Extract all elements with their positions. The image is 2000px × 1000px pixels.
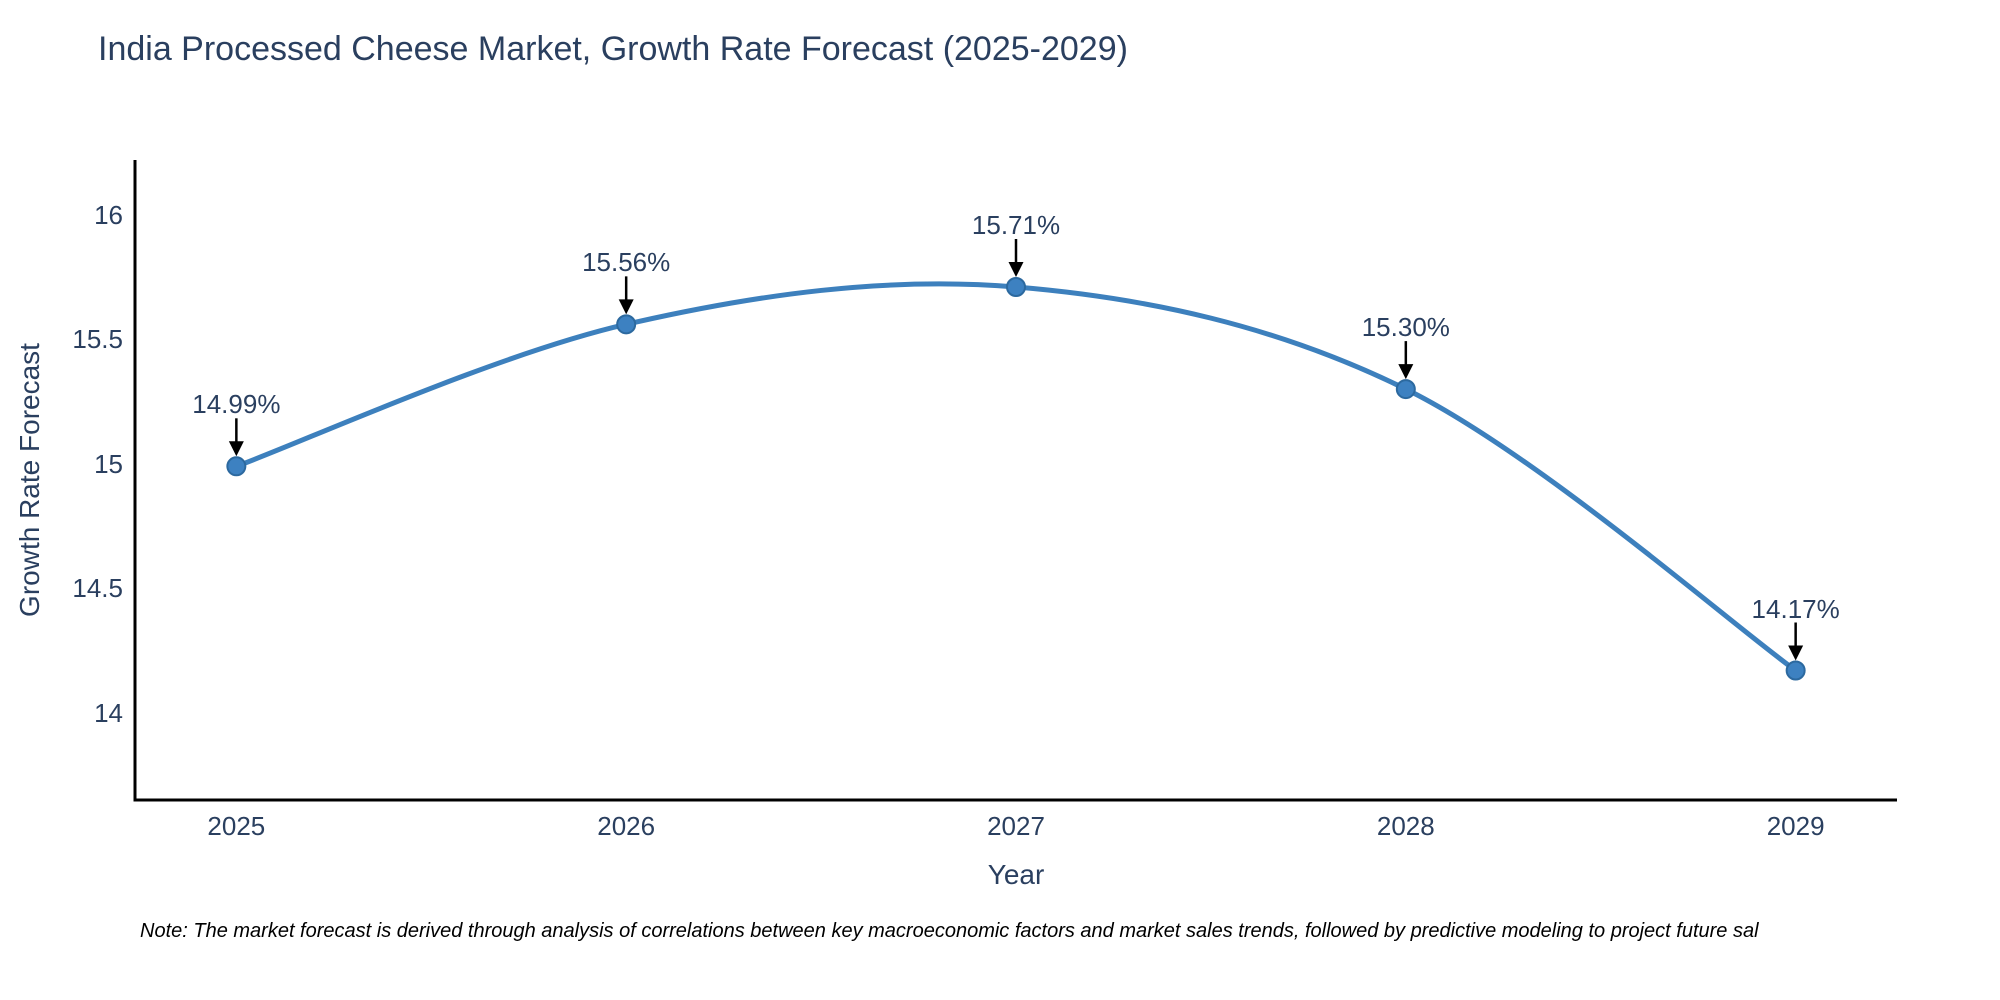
annotation-arrow-head [618, 299, 634, 315]
annotation-arrow-head [1788, 645, 1804, 661]
y-tick-label: 16 [94, 199, 123, 230]
annotation-arrow-head [228, 441, 244, 457]
annotation-label: 15.71% [971, 210, 1061, 240]
y-tick-label: 15.5 [72, 324, 123, 355]
y-tick-label: 14 [94, 697, 123, 728]
y-tick-label: 14.5 [72, 573, 123, 604]
y-tick-label: 15 [94, 448, 123, 479]
annotation-label: 15.30% [1361, 312, 1450, 343]
x-tick-label: 2026 [597, 811, 656, 841]
data-point-marker[interactable] [1395, 379, 1416, 400]
annotation-label: 14.99% [192, 389, 281, 420]
annotation-label: 14.17% [1751, 593, 1840, 624]
data-point-marker[interactable] [1006, 277, 1026, 298]
x-tick-label: 2029 [1766, 811, 1825, 841]
chart-title: India Processed Cheese Market, Growth Ra… [98, 30, 1128, 68]
forecast-line [233, 281, 1799, 674]
x-tick-label: 2025 [207, 811, 266, 841]
annotation-label: 15.56% [582, 247, 671, 278]
footnote: Note: The market forecast is derived thr… [140, 920, 1759, 942]
annotation-arrow-head [1008, 262, 1024, 278]
data-point-marker[interactable] [1785, 660, 1806, 681]
x-axis-title: Year [987, 859, 1045, 890]
data-point-marker[interactable] [226, 456, 247, 477]
annotation-arrow-head [1398, 364, 1414, 380]
data-point-marker[interactable] [616, 314, 637, 335]
x-tick-label: 2028 [1376, 811, 1435, 841]
x-tick-label: 2027 [987, 811, 1045, 841]
